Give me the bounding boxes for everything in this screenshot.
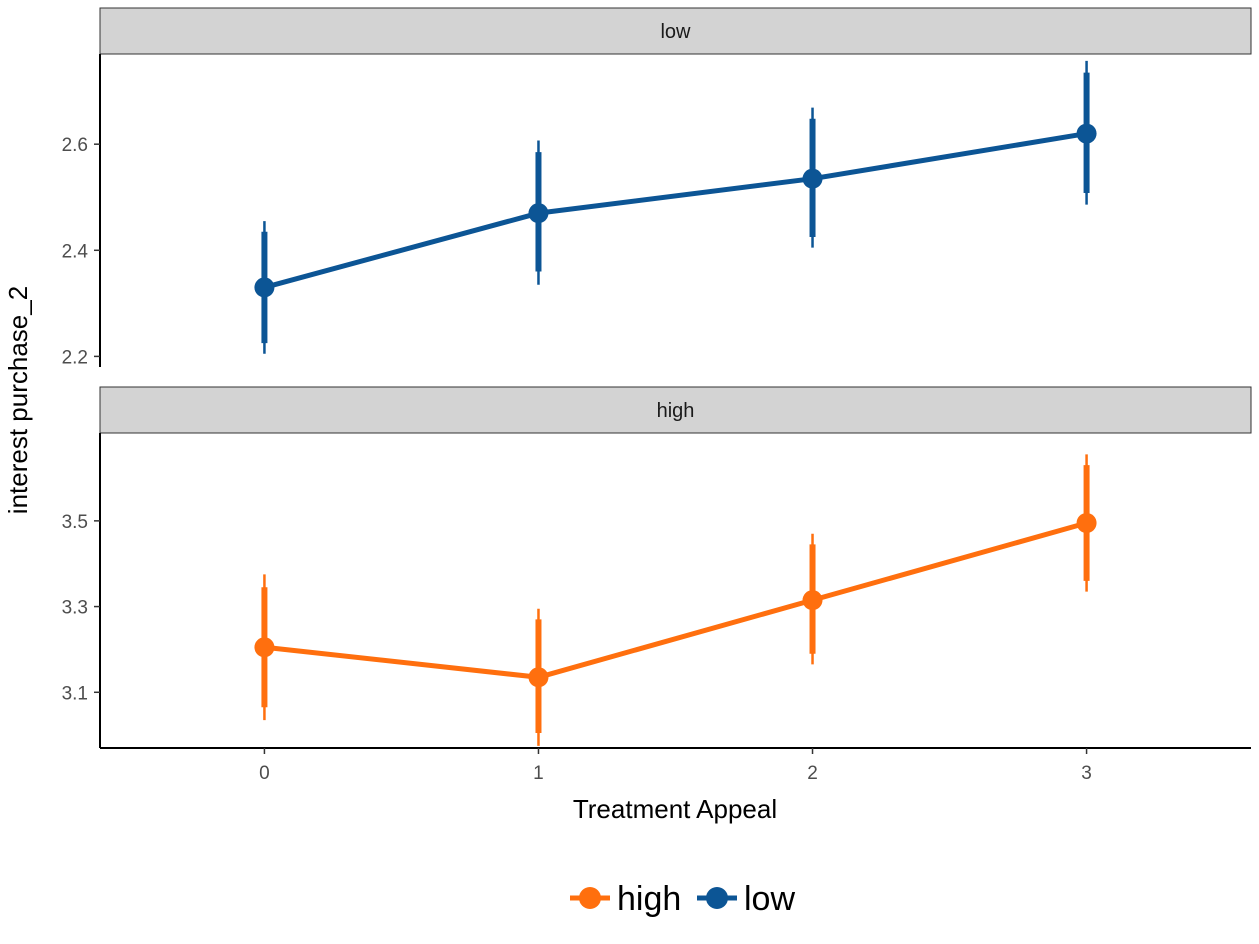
data-point bbox=[528, 203, 549, 224]
facet-strip-label: low bbox=[660, 21, 691, 43]
data-point bbox=[1076, 123, 1097, 144]
legend: high low bbox=[570, 880, 795, 918]
y-tick-label: 3.5 bbox=[62, 512, 88, 533]
y-tick-label: 2.6 bbox=[62, 135, 88, 156]
legend-item-low: low bbox=[697, 880, 795, 918]
panels-layer: low 2.2 2.4 2.6 high 3.1 3.3 3.5 bbox=[62, 7, 1252, 749]
y-tick-label: 3.1 bbox=[62, 683, 88, 704]
x-tick-label: 0 bbox=[259, 763, 270, 784]
legend-key-point bbox=[706, 887, 728, 909]
legend-key-point bbox=[579, 887, 601, 909]
data-point bbox=[254, 277, 275, 298]
x-tick-label: 1 bbox=[533, 763, 544, 784]
panel-low: low 2.2 2.4 2.6 bbox=[62, 7, 1252, 368]
legend-label: high bbox=[617, 880, 681, 918]
data-point bbox=[254, 637, 275, 658]
panel-high: high 3.1 3.3 3.5 bbox=[62, 386, 1252, 749]
x-axis: 0 1 2 3 bbox=[259, 748, 1092, 784]
legend-item-high: high bbox=[570, 880, 681, 918]
y-tick-label: 3.3 bbox=[62, 598, 88, 619]
facet-strip-label: high bbox=[657, 400, 695, 422]
y-tick-label: 2.4 bbox=[62, 241, 89, 262]
y-tick-label: 2.2 bbox=[62, 347, 88, 368]
facet-strip-high bbox=[99, 386, 1252, 434]
x-axis-title: Treatment Appeal bbox=[573, 794, 777, 824]
legend-label: low bbox=[744, 880, 795, 918]
data-point bbox=[528, 667, 549, 688]
y-axis-title: interest purchase_2 bbox=[3, 286, 33, 514]
data-point bbox=[802, 590, 823, 611]
data-point bbox=[802, 168, 823, 189]
facet-strip-low bbox=[99, 7, 1252, 55]
x-tick-label: 2 bbox=[807, 763, 818, 784]
series-line-high bbox=[264, 520, 1088, 680]
data-point bbox=[1076, 513, 1097, 533]
series-line-low bbox=[263, 131, 1087, 290]
x-tick-label: 3 bbox=[1081, 763, 1092, 784]
